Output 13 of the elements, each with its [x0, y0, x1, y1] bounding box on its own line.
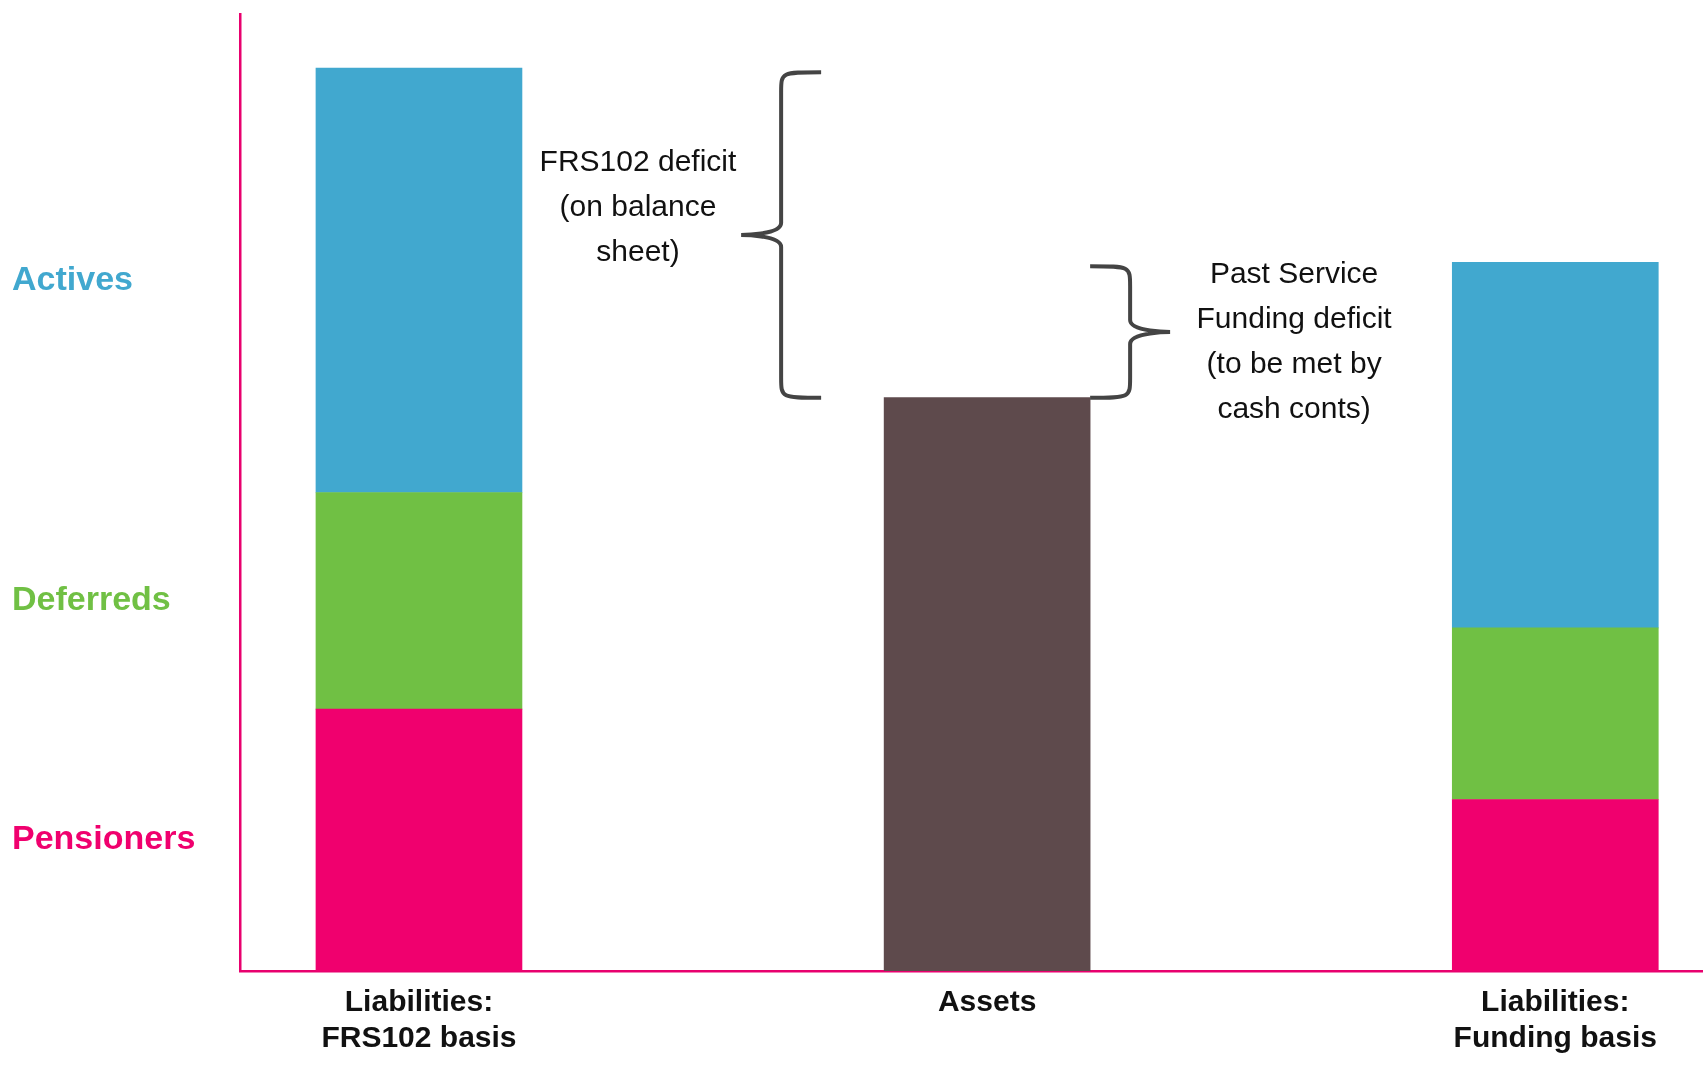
- text: Actives: [12, 258, 133, 297]
- x-tick-label: Liabilities: Funding basis: [1453, 984, 1657, 1054]
- bar: [315, 67, 523, 493]
- x-tick-label: Assets: [937, 984, 1037, 1018]
- annotation: Past Service Funding deficit (to be met by cash conts): [1195, 255, 1393, 426]
- annotation: FRS102 deficit (on balance sheet): [538, 142, 738, 269]
- x-tick-label: Liabilities: FRS102 basis: [321, 984, 517, 1054]
- text: Deferreds: [12, 579, 171, 618]
- bar: [1451, 261, 1659, 629]
- bar: [1451, 627, 1659, 800]
- text: Pensioners: [12, 818, 196, 857]
- bar: [883, 397, 1091, 971]
- bar: [315, 492, 523, 710]
